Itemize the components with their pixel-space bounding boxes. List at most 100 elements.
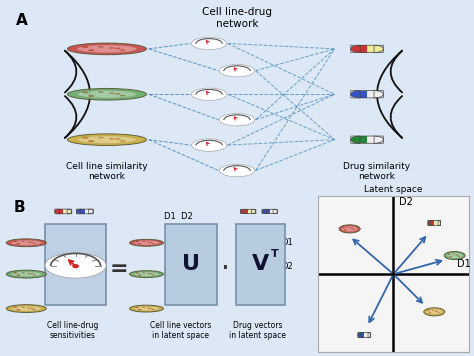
Bar	[367, 91, 374, 98]
Bar	[266, 209, 270, 214]
Ellipse shape	[11, 306, 41, 311]
Ellipse shape	[90, 141, 94, 142]
Ellipse shape	[72, 264, 79, 268]
Bar	[59, 209, 64, 214]
Ellipse shape	[147, 273, 149, 274]
Ellipse shape	[150, 308, 152, 309]
Ellipse shape	[99, 137, 103, 138]
FancyBboxPatch shape	[165, 224, 217, 305]
Ellipse shape	[129, 271, 164, 278]
Wedge shape	[76, 209, 81, 214]
Ellipse shape	[129, 305, 164, 312]
Ellipse shape	[14, 307, 16, 308]
Text: Drug vectors
in latent space: Drug vectors in latent space	[229, 320, 286, 340]
Text: D2: D2	[399, 197, 413, 206]
Wedge shape	[438, 220, 441, 226]
Ellipse shape	[138, 275, 140, 276]
Ellipse shape	[67, 134, 146, 146]
Wedge shape	[358, 333, 360, 337]
Text: A: A	[16, 12, 28, 27]
Bar	[360, 136, 367, 143]
Ellipse shape	[22, 241, 25, 242]
Ellipse shape	[136, 307, 138, 308]
Ellipse shape	[33, 275, 36, 276]
Text: T: T	[271, 249, 278, 259]
Text: ·: ·	[220, 255, 229, 283]
Ellipse shape	[136, 241, 138, 242]
Wedge shape	[368, 333, 371, 337]
Wedge shape	[351, 45, 360, 52]
Bar	[434, 220, 438, 226]
Ellipse shape	[27, 273, 30, 274]
Ellipse shape	[109, 93, 114, 94]
Ellipse shape	[22, 272, 25, 273]
Bar	[367, 45, 374, 52]
Text: V: V	[252, 254, 269, 274]
Ellipse shape	[90, 50, 94, 51]
Ellipse shape	[448, 254, 450, 255]
Ellipse shape	[219, 114, 255, 126]
Text: Cell line vectors
in latent space: Cell line vectors in latent space	[150, 320, 211, 340]
Ellipse shape	[88, 141, 93, 142]
Wedge shape	[351, 91, 360, 98]
Text: D1  D2: D1 D2	[164, 212, 193, 221]
Ellipse shape	[143, 241, 145, 242]
Ellipse shape	[6, 239, 46, 247]
Ellipse shape	[82, 91, 87, 93]
Bar	[81, 209, 85, 214]
Bar	[430, 220, 434, 226]
Ellipse shape	[77, 90, 137, 98]
Ellipse shape	[83, 47, 88, 48]
Ellipse shape	[444, 251, 465, 260]
Ellipse shape	[116, 139, 120, 140]
Ellipse shape	[450, 256, 451, 257]
Ellipse shape	[14, 241, 16, 242]
Text: D1: D1	[281, 238, 292, 247]
Bar	[360, 45, 367, 52]
Ellipse shape	[77, 136, 137, 143]
Ellipse shape	[31, 308, 33, 309]
Ellipse shape	[77, 45, 137, 53]
FancyBboxPatch shape	[45, 224, 106, 305]
Ellipse shape	[120, 50, 125, 51]
Ellipse shape	[139, 309, 141, 310]
Ellipse shape	[22, 307, 25, 308]
Ellipse shape	[88, 95, 93, 96]
Ellipse shape	[428, 310, 429, 311]
Ellipse shape	[14, 272, 16, 273]
Text: D2: D2	[281, 262, 292, 271]
Ellipse shape	[82, 137, 87, 138]
Ellipse shape	[15, 241, 17, 242]
Text: U: U	[182, 254, 200, 274]
Ellipse shape	[83, 137, 88, 138]
Wedge shape	[374, 45, 383, 52]
Ellipse shape	[136, 272, 138, 273]
Ellipse shape	[18, 275, 20, 276]
Ellipse shape	[11, 240, 41, 245]
Ellipse shape	[120, 141, 125, 142]
Ellipse shape	[152, 243, 154, 244]
Ellipse shape	[191, 139, 227, 151]
Ellipse shape	[134, 241, 159, 245]
Ellipse shape	[342, 226, 357, 231]
Text: Cell line-drug
network: Cell line-drug network	[202, 7, 272, 29]
Ellipse shape	[150, 242, 152, 243]
Ellipse shape	[45, 253, 106, 278]
Ellipse shape	[219, 164, 255, 177]
Ellipse shape	[353, 229, 355, 230]
Ellipse shape	[120, 95, 125, 96]
Ellipse shape	[109, 47, 114, 48]
Ellipse shape	[339, 225, 360, 233]
Wedge shape	[55, 209, 59, 214]
Bar	[367, 136, 374, 143]
Ellipse shape	[67, 88, 146, 100]
Ellipse shape	[191, 37, 227, 49]
Text: Cell line-drug
sensitivities: Cell line-drug sensitivities	[47, 320, 98, 340]
Ellipse shape	[90, 95, 94, 96]
Ellipse shape	[450, 256, 451, 257]
Wedge shape	[428, 220, 430, 226]
Ellipse shape	[447, 253, 463, 258]
Ellipse shape	[83, 92, 88, 93]
Ellipse shape	[150, 273, 152, 274]
Ellipse shape	[129, 239, 164, 246]
